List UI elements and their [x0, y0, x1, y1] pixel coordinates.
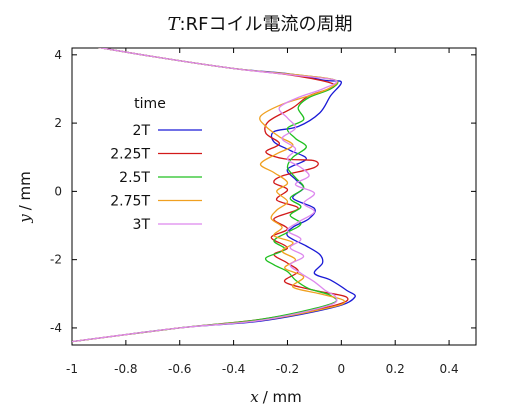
legend-label: 2.25T [110, 147, 150, 163]
x-tick-label: 0.4 [440, 362, 459, 376]
y-axis-label-var: y [16, 214, 34, 224]
y-tick-label: 2 [54, 116, 62, 130]
legend: time 2T 2.25T 2.5T 2.75T 3T [110, 96, 202, 233]
legend-label: 3T [133, 217, 151, 233]
x-tick-label: 0 [338, 362, 346, 376]
x-tick-label: -0.2 [276, 362, 299, 376]
y-tick-label: -4 [50, 321, 62, 335]
plot-frame [71, 47, 477, 346]
y-tick-label: 0 [54, 184, 62, 198]
series-layer [72, 48, 356, 343]
x-axis: -1 -0.8 -0.6 -0.4 -0.2 0 0.2 0.4 [66, 48, 459, 376]
legend-label: 2T [133, 123, 151, 139]
chart-title-var: T [168, 14, 182, 35]
chart-title-rest: :RFコイル電流の周期 [180, 14, 353, 35]
series-line-3T [72, 48, 338, 343]
legend-title: time [134, 96, 166, 112]
x-axis-label-rest: / mm [263, 388, 302, 406]
x-axis-label: x / mm [250, 388, 302, 406]
x-tick-label: 0.2 [386, 362, 405, 376]
series-line-2.5T [72, 48, 339, 343]
y-axis-label: y / mm [16, 171, 34, 224]
legend-label: 2.75T [110, 194, 150, 210]
series-line-2.75T [72, 48, 346, 343]
series-line-2.25T [72, 48, 349, 343]
chart-title: T:RFコイル電流の周期 [168, 14, 353, 35]
x-tick-label: -0.4 [222, 362, 245, 376]
y-tick-label: 4 [54, 48, 62, 62]
x-tick-label: -1 [66, 362, 78, 376]
x-tick-label: -0.6 [168, 362, 191, 376]
y-tick-label: -2 [50, 253, 62, 267]
y-axis: 4 2 0 -2 -4 [50, 48, 476, 335]
legend-label: 2.5T [119, 170, 150, 186]
y-axis-label-rest: / mm [16, 171, 34, 210]
x-tick-label: -0.8 [114, 362, 137, 376]
x-axis-label-var: x [250, 388, 259, 406]
